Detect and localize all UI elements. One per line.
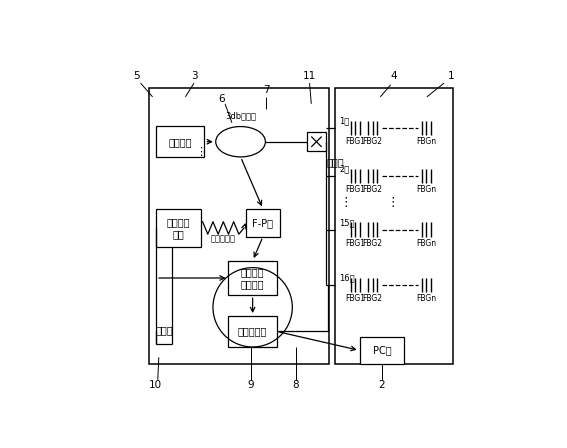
- Ellipse shape: [215, 126, 265, 157]
- Text: FBG1: FBG1: [345, 294, 366, 303]
- Text: F-P腔: F-P腔: [252, 218, 273, 228]
- Text: FBGn: FBGn: [416, 137, 436, 146]
- Text: 16路: 16路: [340, 273, 355, 282]
- Text: 光电检测
信号放大: 光电检测 信号放大: [241, 267, 264, 289]
- Text: 1: 1: [448, 71, 454, 81]
- Text: 宽带光源: 宽带光源: [168, 137, 192, 147]
- Text: FBG2: FBG2: [363, 137, 383, 146]
- Bar: [156, 126, 204, 157]
- Text: 锯齿波扫描: 锯齿波扫描: [211, 234, 236, 244]
- Text: 5: 5: [133, 71, 139, 81]
- Text: 锯齿波发
生器: 锯齿波发 生器: [167, 217, 190, 239]
- Bar: [149, 88, 328, 364]
- Bar: [307, 132, 326, 151]
- Bar: [156, 209, 201, 247]
- Text: 9: 9: [248, 380, 254, 390]
- Text: FBGn: FBGn: [416, 294, 436, 303]
- Text: FBG1: FBG1: [345, 137, 366, 146]
- Text: FBGn: FBGn: [416, 239, 436, 248]
- Text: FBG1: FBG1: [345, 185, 366, 194]
- Text: 7: 7: [263, 85, 270, 95]
- Text: 3db耦合器: 3db耦合器: [225, 111, 256, 120]
- Text: FBG1: FBG1: [345, 239, 366, 248]
- Text: ⋮: ⋮: [340, 197, 352, 210]
- Text: FBG2: FBG2: [363, 294, 383, 303]
- Text: 4: 4: [391, 71, 397, 81]
- Text: 11: 11: [303, 71, 316, 81]
- Text: 2路: 2路: [340, 164, 350, 173]
- Text: ⋮: ⋮: [386, 197, 399, 210]
- Text: FBGn: FBGn: [416, 185, 436, 194]
- Text: 2: 2: [379, 380, 386, 390]
- Text: 10: 10: [149, 380, 162, 390]
- Bar: [229, 316, 277, 347]
- Text: 6: 6: [218, 94, 225, 103]
- Text: PC机: PC机: [373, 345, 391, 355]
- Text: 15路: 15路: [340, 218, 355, 227]
- Text: 8: 8: [293, 380, 299, 390]
- Text: 数据采集卡: 数据采集卡: [238, 327, 267, 336]
- Text: 解调仪: 解调仪: [156, 325, 174, 335]
- Bar: [246, 209, 280, 237]
- Text: FBG2: FBG2: [363, 239, 383, 248]
- Bar: [359, 336, 404, 364]
- Text: ⋮: ⋮: [196, 147, 206, 157]
- Bar: [229, 261, 277, 295]
- Text: 光开关: 光开关: [327, 157, 344, 168]
- Text: 3: 3: [191, 71, 197, 81]
- Text: 1路: 1路: [340, 116, 350, 125]
- Text: FBG2: FBG2: [363, 185, 383, 194]
- Bar: [336, 88, 452, 364]
